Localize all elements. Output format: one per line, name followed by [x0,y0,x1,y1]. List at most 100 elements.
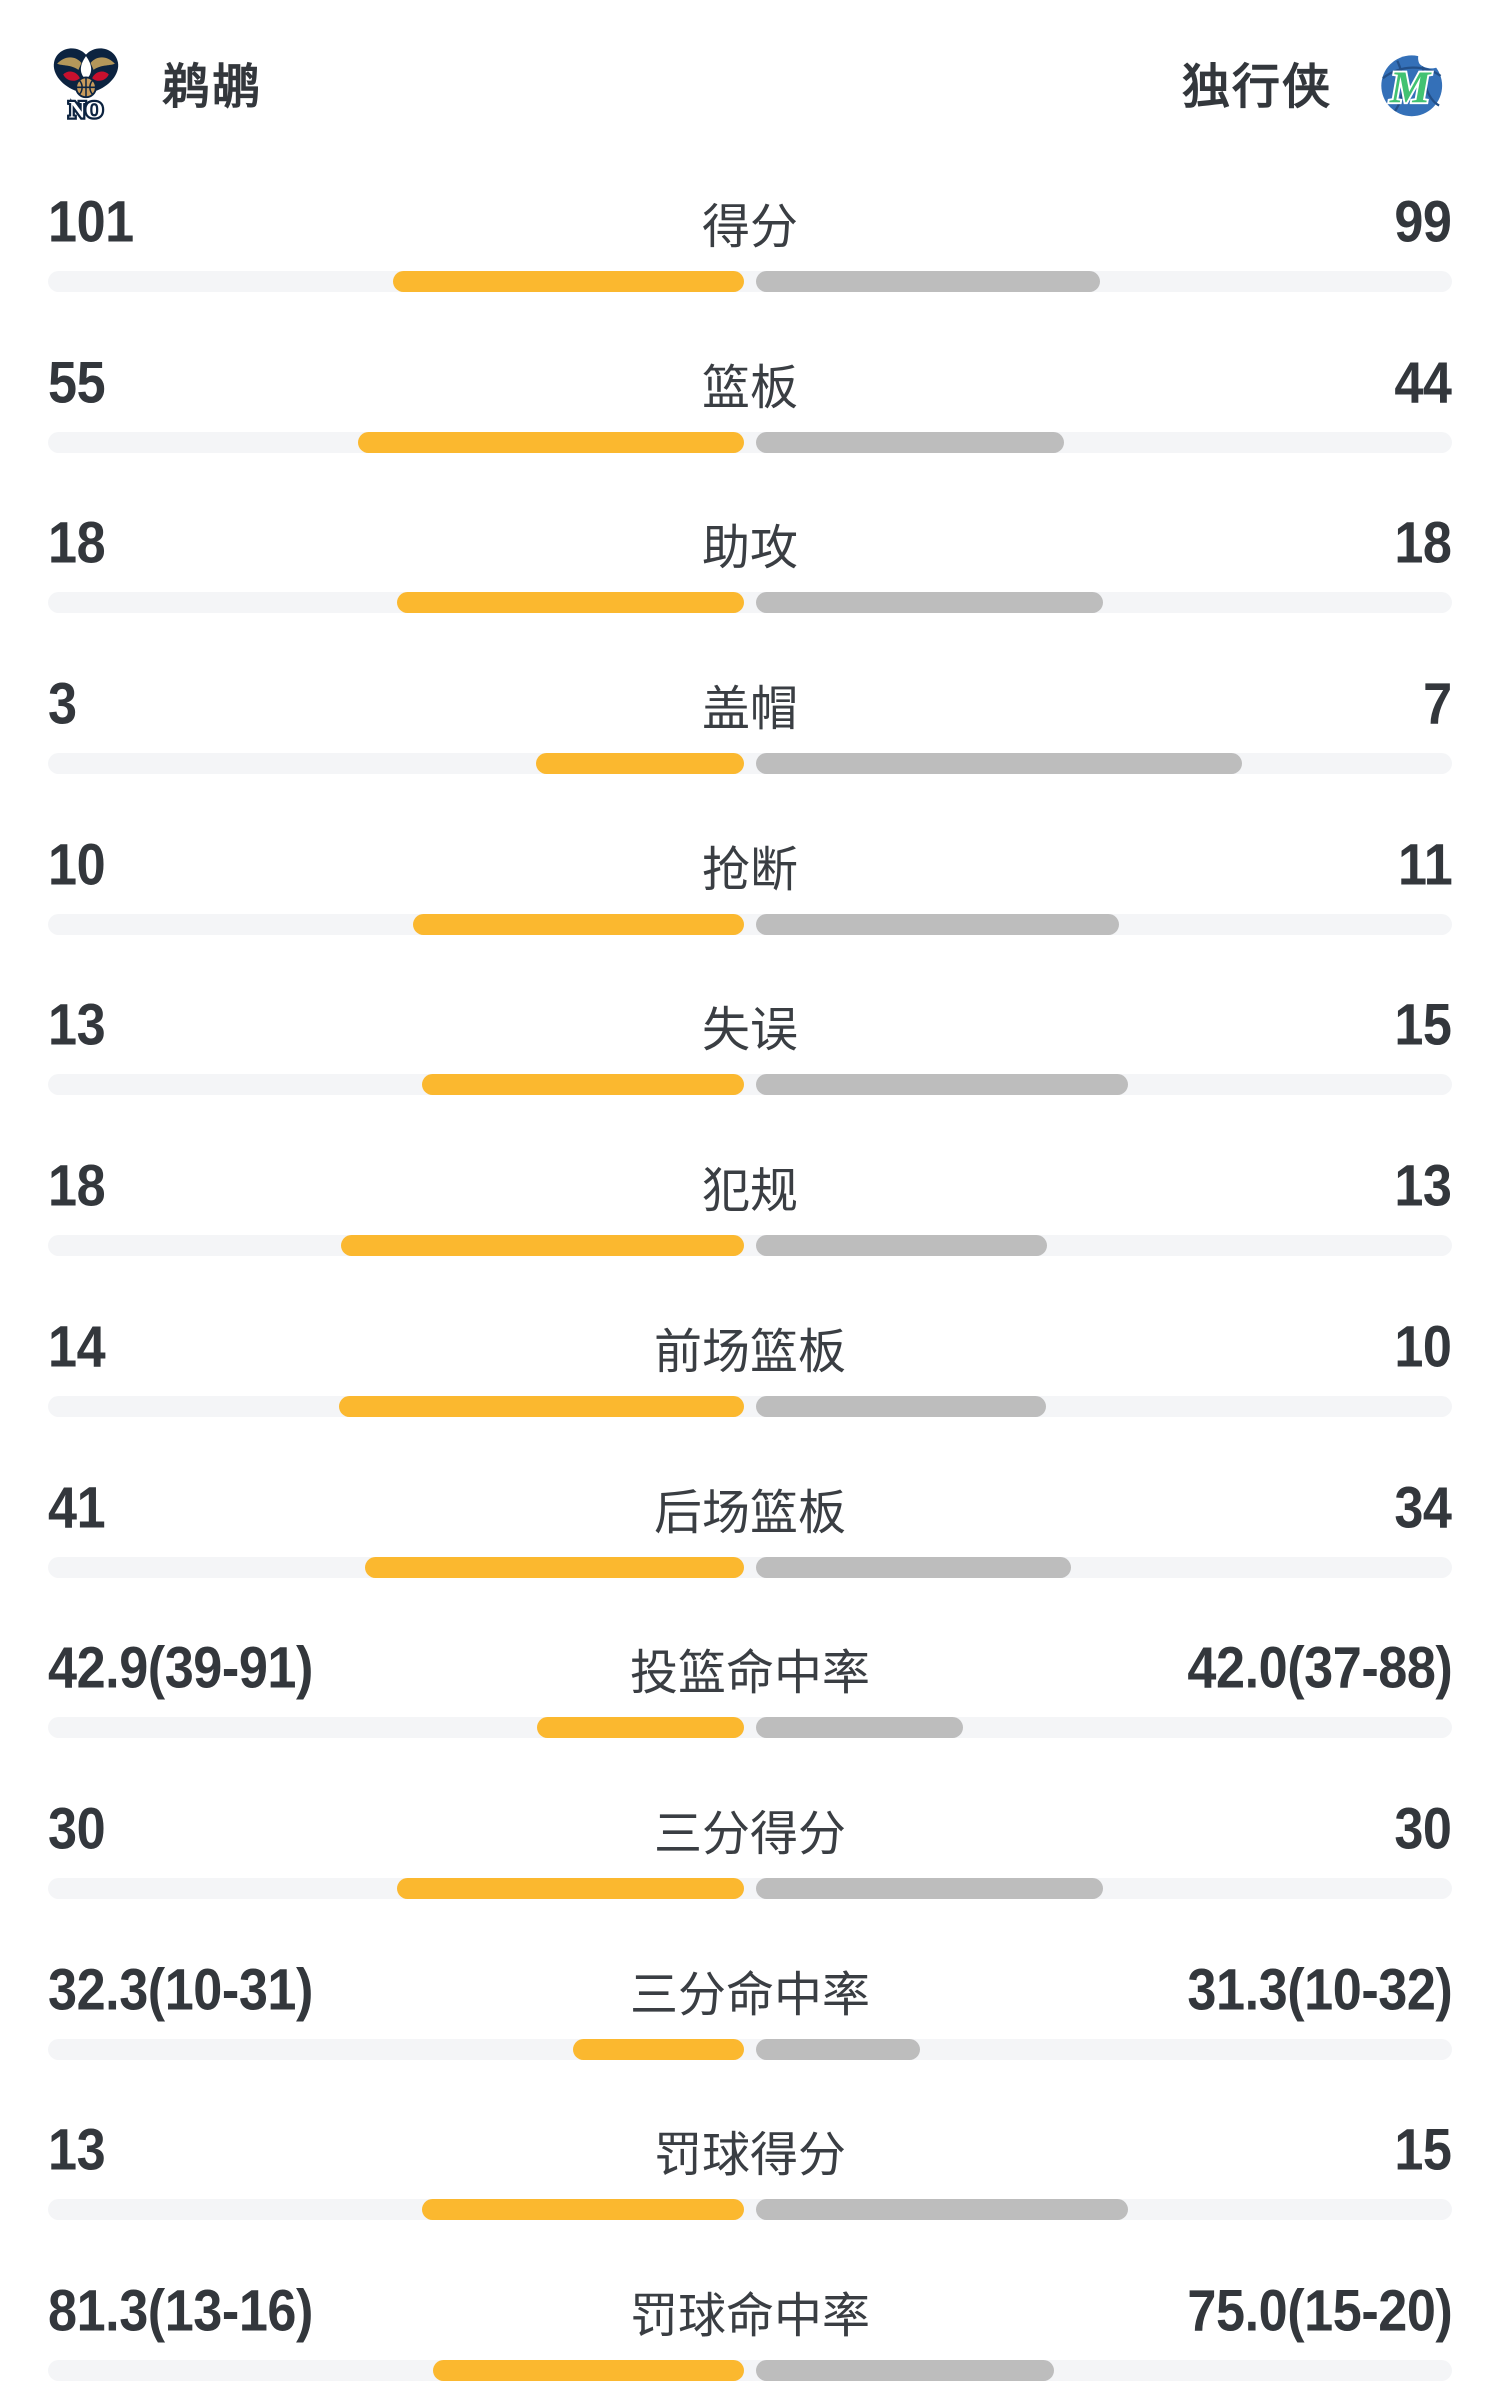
away-value: 99 [1394,189,1453,255]
stat-bar-track [48,753,1452,775]
stat-bar-track [48,2199,1452,2221]
stat-label: 盖帽 [701,683,799,737]
stat-bar-track [48,913,1452,935]
stat-values: 14 前场篮板 10 [48,1314,1453,1380]
home-stat-bar [393,271,744,292]
away-value: 42.0(37-88) [1187,1635,1452,1701]
stat-row: 3 盖帽 7 [48,671,1452,775]
stat-row: 41 后场篮板 34 [48,1475,1452,1578]
stat-values: 18 助攻 18 [48,510,1453,576]
away-stat-bar [756,1074,1128,1096]
team-away-name: 独行侠 [1181,61,1332,114]
stat-label: 罚球得分 [653,2129,847,2183]
stat-bar-track [48,1877,1452,1899]
stat-values: 10 抢断 11 [48,832,1453,898]
home-stat-bar [358,431,744,453]
home-stat-bar [341,1235,744,1257]
stat-bar-track [48,1235,1452,1257]
stat-values: 32.3(10-31) 三分命中率 31.3(10-32) [48,1957,1452,2023]
home-stat-bar [572,2038,744,2060]
home-value: 10 [48,832,106,898]
away-stat-bar [756,1877,1104,1899]
stat-label: 犯规 [701,1165,799,1219]
away-value: 18 [1394,510,1453,576]
mavericks-logo-icon: M [1376,44,1452,120]
stat-values: 81.3(13-16) 罚球命中率 75.0(15-20) [48,2278,1452,2344]
stat-row: 10 抢断 11 [48,832,1453,935]
stat-values: 41 后场篮板 34 [48,1475,1452,1540]
svg-text:NO: NO [69,98,103,120]
home-value: 81.3(13-16) [48,2278,313,2344]
svg-text:M: M [1389,62,1432,113]
stat-row: 13 罚球得分 15 [48,2117,1453,2221]
home-stat-bar [396,592,744,614]
home-stat-bar [413,913,744,935]
home-value: 3 [48,671,77,737]
stat-values: 13 罚球得分 15 [48,2117,1453,2183]
stat-label: 前场篮板 [653,1325,847,1379]
away-value: 11 [1397,832,1453,898]
away-stat-bar [756,2199,1128,2221]
stat-label: 罚球命中率 [629,2289,871,2343]
stats-list: 101 得分 99 55 篮板 44 18 助攻 18 3 盖帽 7 10 抢断 11 13 失误 15 18 犯规 1… [0,190,1500,2381]
home-stat-bar [432,2359,744,2381]
home-stat-bar [421,1074,744,1096]
stat-bar-track [48,1556,1452,1578]
home-value: 41 [48,1475,106,1540]
stat-label: 投篮命中率 [629,1647,871,1701]
stat-values: 18 犯规 13 [48,1153,1453,1219]
stat-label: 失误 [701,1004,799,1058]
home-value: 30 [48,1796,106,1862]
away-stat-bar [756,1395,1046,1417]
away-value: 75.0(15-20) [1187,2278,1452,2344]
stat-values: 3 盖帽 7 [48,671,1452,737]
stat-label: 得分 [701,201,799,254]
away-value: 10 [1394,1314,1453,1380]
away-stat-bar [756,271,1100,292]
away-stat-bar [756,431,1065,453]
stat-row: 13 失误 15 [48,992,1452,1096]
away-stat-bar [756,753,1242,775]
away-stat-bar [756,1235,1047,1257]
home-value: 55 [48,350,106,416]
away-value: 31.3(10-32) [1187,1957,1452,2023]
away-stat-bar [756,2038,921,2060]
home-stat-bar [421,2199,744,2221]
away-value: 15 [1394,2117,1453,2183]
stat-values: 13 失误 15 [48,992,1452,1058]
stat-row: 18 助攻 18 [48,510,1453,614]
stat-row: 30 三分得分 30 [48,1796,1452,1899]
away-stat-bar [756,2359,1054,2381]
stat-label: 后场篮板 [653,1486,847,1540]
stat-bar-track [48,1717,1452,1739]
stat-row: 18 犯规 13 [48,1153,1453,1257]
match-header: NO 鹈鹕 独行侠 M [0,0,1500,122]
home-value: 18 [48,510,106,576]
away-stat-bar [756,913,1120,935]
stat-values: 55 篮板 44 [48,350,1453,416]
home-stat-bar [537,1717,744,1739]
stat-values: 30 三分得分 30 [48,1796,1452,1862]
home-value: 13 [48,2117,106,2183]
stat-label: 助攻 [701,522,799,576]
home-value: 101 [48,189,134,255]
stat-bar-track [48,271,1452,292]
stat-bar-track [48,2359,1452,2381]
stat-values: 42.9(39-91) 投篮命中率 42.0(37-88) [48,1635,1452,1701]
away-value: 13 [1394,1153,1453,1219]
stat-bar-track [48,431,1452,453]
stat-bar-track [48,1395,1452,1417]
stat-row: 32.3(10-31) 三分命中率 31.3(10-32) [48,1957,1452,2060]
stat-label: 三分得分 [653,1807,847,1861]
home-value: 13 [48,992,106,1058]
home-value: 18 [48,1153,106,1219]
away-value: 7 [1423,671,1452,737]
stat-row: 42.9(39-91) 投篮命中率 42.0(37-88) [48,1635,1452,1739]
stat-values: 101 得分 99 [48,189,1453,255]
stat-row: 101 得分 99 [48,190,1452,292]
stat-label: 抢断 [701,843,799,897]
home-value: 32.3(10-31) [48,1957,313,2023]
home-stat-bar [338,1395,744,1417]
away-value: 44 [1394,350,1453,416]
stat-bar-track [48,592,1452,614]
